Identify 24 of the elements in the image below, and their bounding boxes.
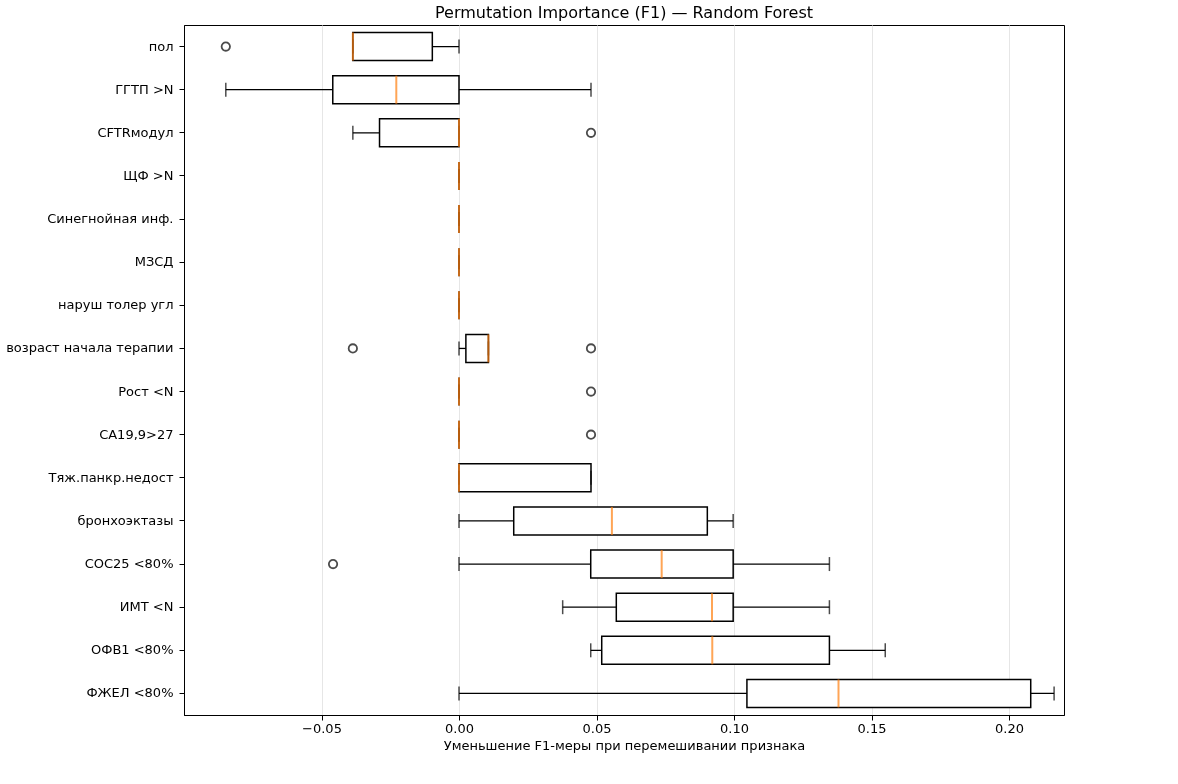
y-tick-label: наруш толер угл xyxy=(58,297,174,313)
y-tick-label: CA19,9>27 xyxy=(99,426,174,442)
y-tick-label: ГГТП >N xyxy=(115,81,174,97)
y-tick-label: возраст начала терапии xyxy=(6,340,174,356)
y-tick-label: ИМТ <N xyxy=(119,599,174,615)
y-tick-label: Тяж.панкр.недост xyxy=(47,469,174,485)
x-tick-label: −0.05 xyxy=(302,720,342,736)
y-tick-label: ОФВ1 <80% xyxy=(90,642,174,658)
y-tick-label: МЗСД xyxy=(134,254,174,270)
y-tick-label: ФЖЕЛ <80% xyxy=(86,685,174,701)
x-tick-label: 0.20 xyxy=(995,720,1024,736)
x-axis-title: Уменьшение F1-меры при перемешивании признака xyxy=(443,737,806,753)
x-tick-label: 0.15 xyxy=(857,720,887,736)
y-tick-label: Рост <N xyxy=(118,383,174,399)
x-tick-label: 0.05 xyxy=(582,720,612,736)
y-tick-label: Синегнойная инф. xyxy=(47,211,174,227)
y-tick-label: CFTRмодул xyxy=(97,124,174,140)
y-tick-label: пол xyxy=(148,38,174,54)
x-tick-label: 0.00 xyxy=(445,720,474,736)
y-tick-label: бронхоэктазы xyxy=(77,512,174,528)
chart-title: Permutation Importance (F1) — Random Forest xyxy=(435,3,813,22)
x-tick-label: 0.10 xyxy=(720,720,749,736)
y-tick-label: СОС25 <80% xyxy=(84,556,174,572)
y-tick-label: ЩФ >N xyxy=(123,167,174,183)
